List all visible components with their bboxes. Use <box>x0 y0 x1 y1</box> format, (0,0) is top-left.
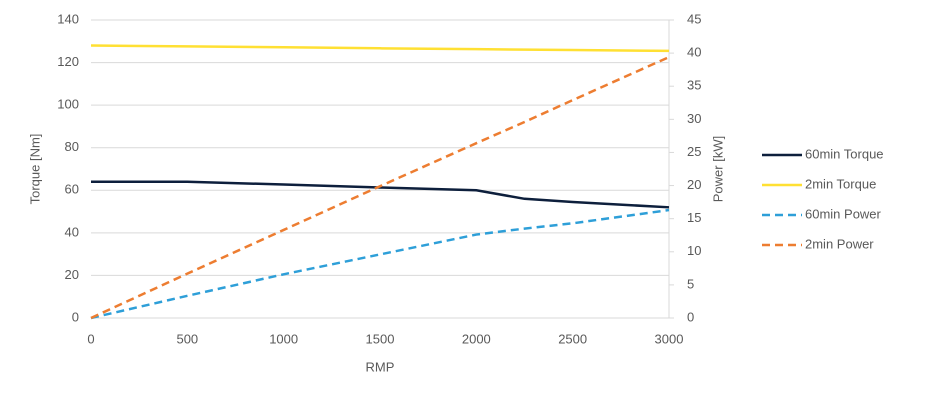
x-tick-label: 1500 <box>366 331 395 346</box>
y2-axis-title: Power [kW] <box>710 136 725 202</box>
legend-label: 2min Torque <box>805 176 876 191</box>
y2-tick-label: 35 <box>687 78 701 93</box>
y2-tick-label: 5 <box>687 276 694 291</box>
y-tick-label: 60 <box>65 182 79 197</box>
y-tick-label: 140 <box>57 11 79 26</box>
y2-tick-label: 45 <box>687 11 701 26</box>
y-tick-label: 80 <box>65 139 79 154</box>
x-tick-label: 3000 <box>655 331 684 346</box>
y2-tick-label: 15 <box>687 210 701 225</box>
y2-tick-label: 30 <box>687 111 701 126</box>
y2-tick-label: 10 <box>687 243 701 258</box>
y-tick-label: 20 <box>65 267 79 282</box>
y-tick-label: 40 <box>65 224 79 239</box>
y2-tick-label: 25 <box>687 144 701 159</box>
legend-label: 60min Torque <box>805 146 884 161</box>
x-tick-label: 500 <box>176 331 198 346</box>
legend-label: 60min Power <box>805 206 882 221</box>
y2-tick-label: 40 <box>687 45 701 60</box>
x-axis-title: RMP <box>366 359 395 374</box>
series-line <box>91 180 670 209</box>
y2-tick-label: 0 <box>687 309 694 324</box>
y-tick-label: 120 <box>57 54 79 69</box>
y-tick-label: 100 <box>57 97 79 112</box>
x-tick-label: 0 <box>87 331 94 346</box>
y2-tick-label: 20 <box>687 177 701 192</box>
legend-label: 2min Power <box>805 236 874 251</box>
y-axis-title: Torque [Nm] <box>27 134 42 205</box>
x-tick-label: 2000 <box>462 331 491 346</box>
x-tick-label: 2500 <box>558 331 587 346</box>
x-tick-label: 1000 <box>269 331 298 346</box>
y-tick-label: 0 <box>72 309 79 324</box>
series-line <box>90 44 670 53</box>
series-line <box>90 55 670 320</box>
series-line <box>90 208 670 320</box>
